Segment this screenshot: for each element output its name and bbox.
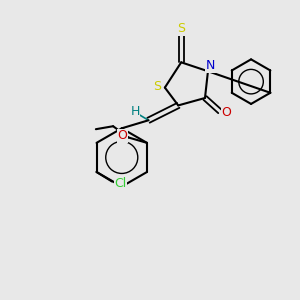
Text: Cl: Cl <box>114 177 126 190</box>
Text: S: S <box>153 80 161 94</box>
Text: N: N <box>206 59 215 72</box>
Text: S: S <box>177 22 185 35</box>
Text: H: H <box>130 106 140 118</box>
Text: O: O <box>221 106 231 119</box>
Text: O: O <box>118 129 128 142</box>
